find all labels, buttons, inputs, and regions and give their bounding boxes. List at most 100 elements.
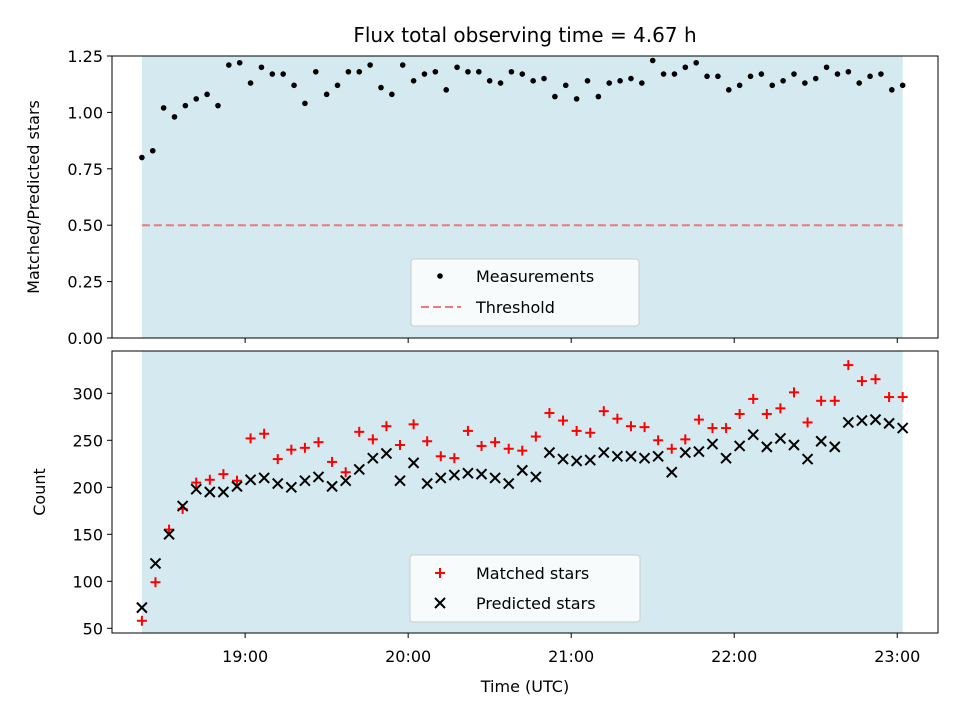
- y-tick-label: 1.00: [67, 103, 103, 122]
- legend-matched-label: Matched stars: [476, 564, 589, 583]
- predicted-star-point: [448, 469, 461, 481]
- predicted-star-point: [353, 463, 365, 476]
- ratio-y-axis-label: Matched/Predicted stars: [24, 100, 43, 294]
- measurement-point: [323, 91, 330, 98]
- y-tick-label: 0.75: [67, 160, 103, 179]
- measurement-point: [399, 62, 406, 68]
- measurement-point: [639, 80, 645, 86]
- matched-star-point: [408, 419, 419, 430]
- count-y-axis-label: Count: [30, 468, 49, 516]
- measurement-point: [671, 71, 678, 77]
- matched-star-point: [204, 474, 215, 485]
- measurement-point: [443, 87, 450, 93]
- predicted-star-point: [761, 441, 773, 453]
- y-tick-label: 200: [72, 478, 103, 497]
- matched-star-point: [191, 477, 202, 488]
- measurement-point: [454, 64, 460, 71]
- measurement-point: [291, 82, 297, 89]
- measurement-point: [334, 82, 341, 89]
- matched-star-point: [136, 615, 147, 626]
- ratio-legend-box: [410, 258, 640, 327]
- ratio-axes-frame: [111, 55, 939, 339]
- measurement-point: [552, 93, 558, 100]
- predicted-star-point: [339, 475, 352, 487]
- measurement-point: [769, 82, 776, 89]
- measurement-point: [747, 73, 754, 80]
- matched-star-point: [245, 433, 256, 444]
- predicted-star-point: [747, 428, 759, 441]
- matched-star-point: [272, 454, 283, 465]
- legend-predicted-glyph: [434, 597, 446, 609]
- measurement-point: [823, 64, 830, 71]
- x-tick-label: 20:00: [385, 647, 431, 666]
- x-tick-label: 22:00: [711, 647, 757, 666]
- predicted-star-point: [666, 466, 678, 478]
- predicted-star-point: [638, 452, 651, 464]
- count-axes-frame: [111, 350, 939, 634]
- matched-star-point: [884, 392, 895, 403]
- y-tick-label: 50: [83, 619, 103, 638]
- predicted-star-point: [829, 441, 841, 453]
- predicted-star-point: [149, 557, 162, 570]
- predicted-star-point: [475, 468, 488, 480]
- predicted-star-point: [856, 414, 868, 427]
- measurement-point: [508, 68, 515, 75]
- measurement-point: [660, 71, 667, 77]
- legend-predicted-marker: [434, 597, 446, 609]
- measurement-point: [899, 82, 906, 89]
- predicted-star-point: [435, 472, 447, 484]
- measurement-point: [193, 96, 200, 102]
- measurement-point: [432, 68, 439, 75]
- measurement-point: [704, 73, 710, 80]
- matched-stars-points: [136, 360, 908, 626]
- matched-star-point: [598, 406, 609, 417]
- measurement-point: [617, 78, 623, 84]
- legend-threshold-label: Threshold: [475, 298, 555, 317]
- measurement-point: [139, 154, 145, 161]
- predicted-star-point: [774, 432, 787, 445]
- predicted-star-point: [733, 440, 746, 452]
- predicted-star-point: [720, 452, 732, 464]
- predicted-star-point: [272, 477, 284, 490]
- matched-star-point: [286, 444, 297, 455]
- predicted-star-point: [706, 438, 719, 450]
- predicted-star-point: [163, 528, 175, 541]
- matched-star-point: [870, 374, 881, 385]
- predicted-star-point: [611, 450, 624, 462]
- measurement-point: [802, 80, 808, 86]
- predicted-star-point: [883, 417, 895, 430]
- matched-star-point: [639, 422, 650, 433]
- x-tick-label: 19:00: [222, 647, 268, 666]
- measurement-point: [562, 82, 569, 89]
- count-legend-box: [409, 554, 641, 623]
- matched-star-point: [544, 408, 555, 419]
- ratio-x-ticks: [244, 338, 898, 343]
- measurement-point: [378, 84, 384, 91]
- predicted-star-point: [652, 450, 664, 462]
- measurement-point: [682, 64, 689, 71]
- ratio-y-ticks: 0.00 0.25 0.50 0.75 1.00 1.25: [67, 47, 112, 348]
- measurement-point: [149, 147, 156, 154]
- predicted-star-point: [136, 601, 148, 614]
- measurement-point: [867, 73, 873, 80]
- measurement-point: [649, 57, 656, 64]
- matched-star-point: [327, 456, 338, 467]
- predicted-star-point: [679, 446, 692, 459]
- measurement-point: [780, 78, 786, 84]
- measurement-point: [530, 78, 536, 84]
- measurement-point: [758, 71, 765, 77]
- matched-star-point: [340, 467, 351, 478]
- measurement-point: [389, 91, 395, 98]
- matched-star-point: [734, 408, 745, 419]
- matched-star-point: [707, 423, 718, 434]
- measurement-point: [269, 71, 276, 77]
- count-x-ticks: 19:00 20:00 21:00 22:00 23:00: [222, 633, 920, 666]
- x-tick-label: 21:00: [548, 647, 594, 666]
- measurement-point: [856, 80, 863, 86]
- chart-title: Flux total observing time = 4.67 h: [353, 23, 696, 47]
- predicted-star-point: [190, 483, 202, 495]
- matched-star-point: [449, 453, 460, 464]
- predicted-star-point: [285, 481, 298, 494]
- matched-star-point: [218, 469, 229, 480]
